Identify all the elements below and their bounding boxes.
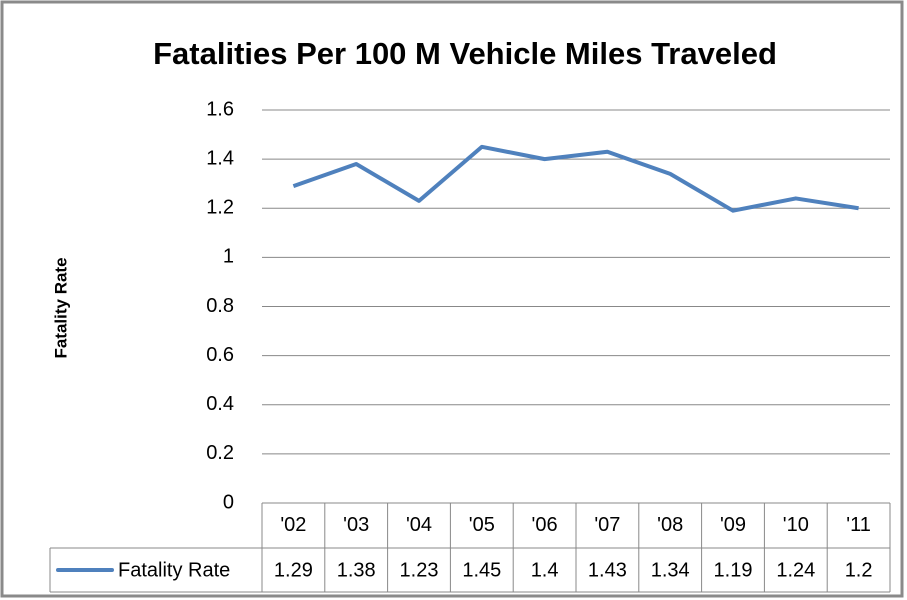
y-tick-label: 0 bbox=[223, 491, 234, 513]
series-line bbox=[292, 144, 859, 213]
y-axis-label: Fatality Rate bbox=[51, 257, 70, 358]
x-tick-label: '02 bbox=[280, 514, 306, 536]
table-value: 1.24 bbox=[776, 559, 815, 581]
table-value: 1.23 bbox=[400, 559, 439, 581]
table-value: 1.38 bbox=[337, 559, 376, 581]
table-value: 1.2 bbox=[845, 559, 873, 581]
table-value: 1.29 bbox=[274, 559, 313, 581]
y-tick-label: 1.2 bbox=[206, 197, 234, 219]
y-tick-label: 1.4 bbox=[206, 147, 234, 169]
x-tick-label: '03 bbox=[343, 514, 369, 536]
chart-title: Fatalities Per 100 M Vehicle Miles Trave… bbox=[153, 36, 777, 71]
y-tick-label: 0.6 bbox=[206, 344, 234, 366]
table-value: 1.19 bbox=[714, 559, 753, 581]
x-tick-label: '04 bbox=[406, 514, 432, 536]
x-tick-label: '07 bbox=[594, 514, 620, 536]
y-tick-label: 1 bbox=[223, 246, 234, 268]
table-value: 1.34 bbox=[651, 559, 690, 581]
table-value: 1.4 bbox=[531, 559, 559, 581]
x-tick-label: '08 bbox=[657, 514, 683, 536]
table-value: 1.43 bbox=[588, 559, 627, 581]
y-tick-label: 0.2 bbox=[206, 442, 234, 464]
x-tick-label: '10 bbox=[783, 514, 809, 536]
y-tick-label: 1.6 bbox=[206, 98, 234, 120]
legend-label: Fatality Rate bbox=[118, 559, 230, 581]
x-tick-label: '09 bbox=[720, 514, 746, 536]
x-tick-label: '05 bbox=[469, 514, 495, 536]
table-value: 1.45 bbox=[462, 559, 501, 581]
x-tick-label: '11 bbox=[846, 514, 871, 536]
y-tick-label: 0.8 bbox=[206, 295, 234, 317]
y-tick-label: 0.4 bbox=[206, 393, 234, 415]
x-tick-label: '06 bbox=[532, 514, 558, 536]
